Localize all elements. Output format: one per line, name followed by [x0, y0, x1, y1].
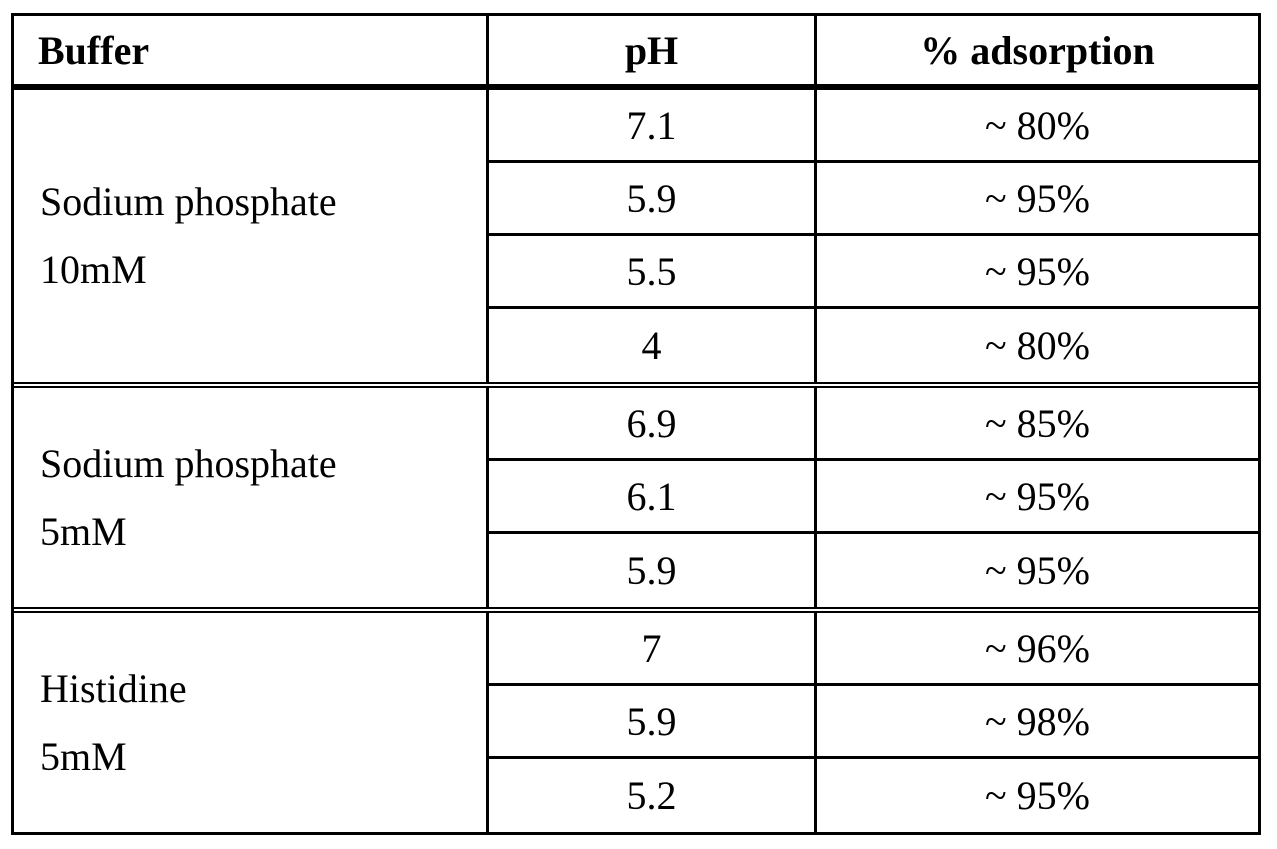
table-row: 5.9 ~ 98%	[489, 686, 1258, 759]
table-row: 7.1 ~ 80%	[489, 90, 1258, 163]
buffer-group-sodium-phosphate-10mm: Sodium phosphate 10mM 7.1 ~ 80% 5.9 ~ 95…	[14, 87, 1258, 382]
table-row: 4 ~ 80%	[489, 309, 1258, 382]
adsorption-value: ~ 95%	[817, 534, 1258, 607]
buffer-cell: Sodium phosphate 5mM	[14, 388, 489, 607]
adsorption-value: ~ 95%	[817, 461, 1258, 531]
ph-value: 5.2	[489, 759, 817, 832]
buffer-name: Sodium phosphate	[40, 430, 486, 498]
ph-value: 5.9	[489, 686, 817, 756]
adsorption-value: ~ 80%	[817, 309, 1258, 382]
table-row: 7 ~ 96%	[489, 613, 1258, 686]
header-buffer: Buffer	[14, 16, 489, 84]
buffer-group-histidine-5mm: Histidine 5mM 7 ~ 96% 5.9 ~ 98% 5.2 ~ 95…	[14, 607, 1258, 832]
ph-value: 5.9	[489, 163, 817, 233]
buffer-name: Histidine	[40, 655, 486, 723]
ph-value: 5.5	[489, 236, 817, 306]
adsorption-value: ~ 95%	[817, 163, 1258, 233]
ph-value: 6.1	[489, 461, 817, 531]
header-adsorption: % adsorption	[817, 16, 1258, 84]
buffer-cell: Sodium phosphate 10mM	[14, 90, 489, 382]
table-header-row: Buffer pH % adsorption	[14, 16, 1258, 87]
ph-value: 6.9	[489, 388, 817, 458]
buffer-group-sodium-phosphate-5mm: Sodium phosphate 5mM 6.9 ~ 85% 6.1 ~ 95%…	[14, 382, 1258, 607]
header-ph: pH	[489, 16, 817, 84]
buffer-concentration: 10mM	[40, 236, 486, 304]
adsorption-value: ~ 85%	[817, 388, 1258, 458]
adsorption-table: Buffer pH % adsorption Sodium phosphate …	[11, 13, 1261, 835]
buffer-concentration: 5mM	[40, 723, 486, 791]
ph-value: 4	[489, 309, 817, 382]
adsorption-value: ~ 96%	[817, 613, 1258, 683]
ph-value: 5.9	[489, 534, 817, 607]
adsorption-value: ~ 98%	[817, 686, 1258, 756]
adsorption-value: ~ 80%	[817, 90, 1258, 160]
table-row: 5.9 ~ 95%	[489, 534, 1258, 607]
adsorption-value: ~ 95%	[817, 236, 1258, 306]
buffer-cell: Histidine 5mM	[14, 613, 489, 832]
table-row: 5.2 ~ 95%	[489, 759, 1258, 832]
buffer-name: Sodium phosphate	[40, 168, 486, 236]
table-row: 6.9 ~ 85%	[489, 388, 1258, 461]
table-row: 6.1 ~ 95%	[489, 461, 1258, 534]
adsorption-value: ~ 95%	[817, 759, 1258, 832]
ph-value: 7.1	[489, 90, 817, 160]
buffer-concentration: 5mM	[40, 498, 486, 566]
ph-value: 7	[489, 613, 817, 683]
table-row: 5.9 ~ 95%	[489, 163, 1258, 236]
table-row: 5.5 ~ 95%	[489, 236, 1258, 309]
